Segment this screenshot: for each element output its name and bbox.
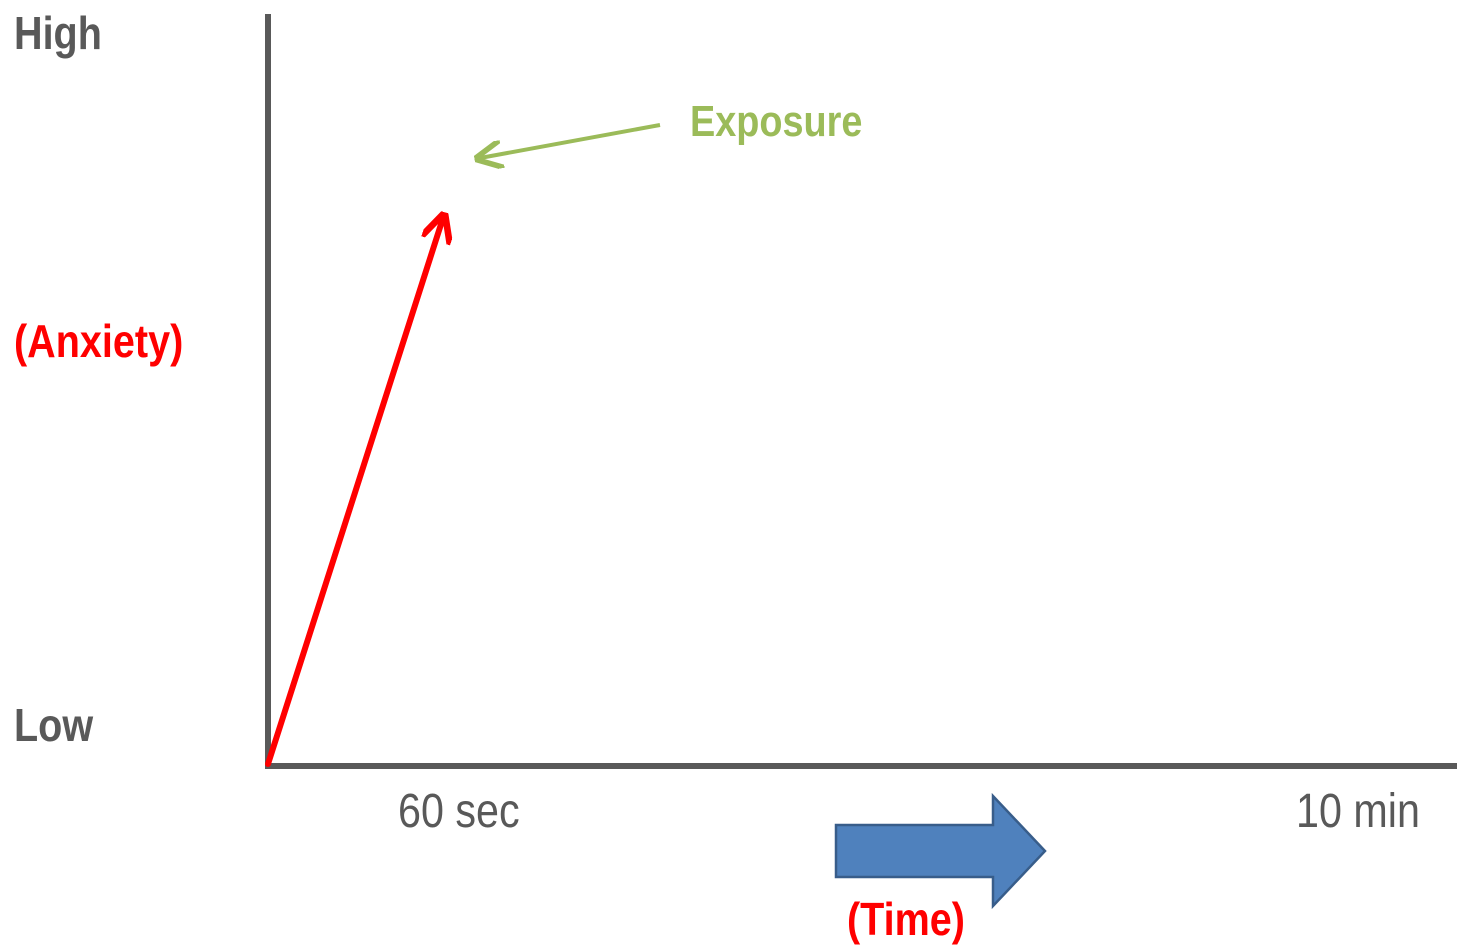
anxiety-rise-arrow [265, 218, 443, 767]
exposure-label: Exposure [690, 97, 863, 146]
exposure-pointer-arrow [480, 123, 661, 158]
x-axis-title: (Time) [847, 893, 965, 945]
y-axis-title: (Anxiety) [14, 315, 184, 367]
x-axis-end-label: 10 min [1296, 785, 1420, 838]
y-axis-high-label: High [14, 7, 102, 59]
time-direction-arrow-icon [834, 792, 1047, 910]
y-axis-low-label: Low [14, 699, 94, 751]
x-axis-start-label: 60 sec [398, 785, 520, 838]
